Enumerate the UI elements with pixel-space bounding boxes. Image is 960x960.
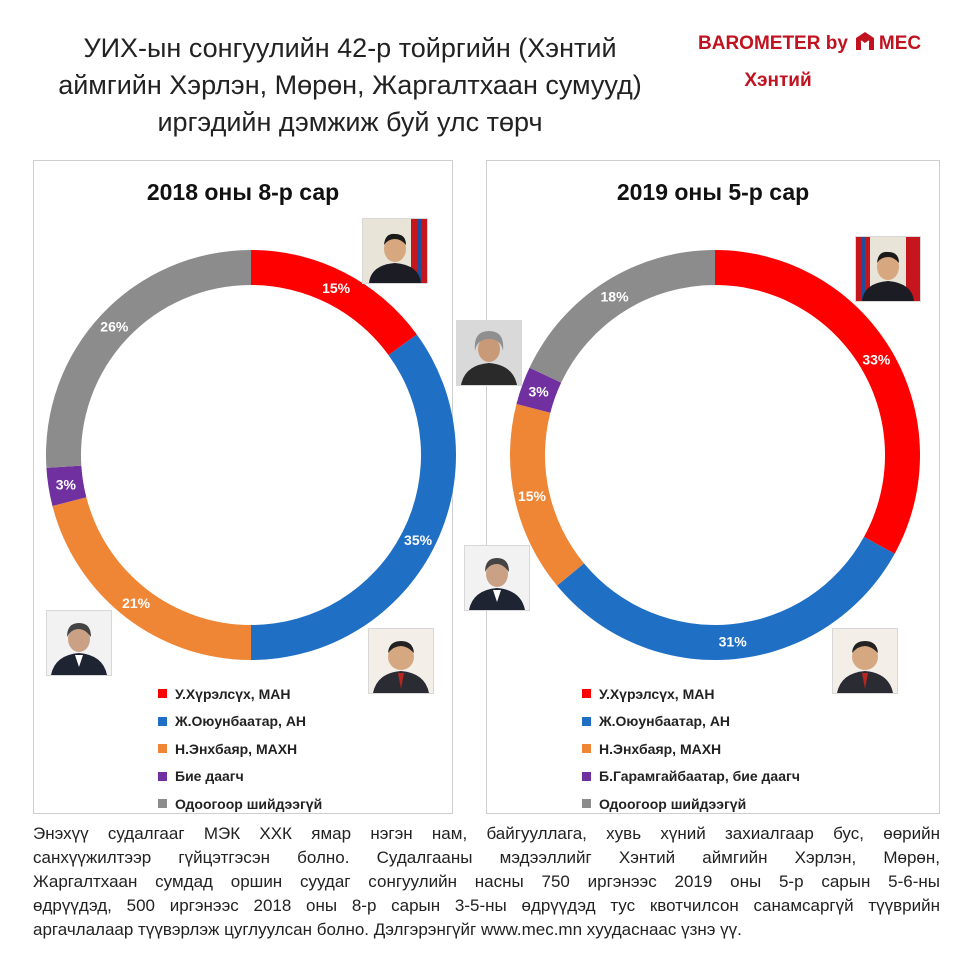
candidate-photo-khurelsukh bbox=[362, 218, 428, 284]
chart-title-2018: 2018 оны 8-р сар bbox=[146, 179, 340, 205]
candidate-photo-independent bbox=[456, 320, 522, 386]
footer-line: санхүүжилтээр гүйцэтгэсэн болно. Судалга… bbox=[33, 848, 940, 867]
portrait-icon bbox=[833, 629, 897, 693]
data-label-0-1: 35% bbox=[404, 532, 433, 548]
legend-swatch bbox=[582, 716, 591, 726]
portrait-icon bbox=[465, 546, 529, 610]
legend-item-0-1: Ж.Оюунбаатар, АН bbox=[158, 708, 322, 736]
portrait-icon bbox=[363, 219, 427, 283]
donut-slice-1-3 bbox=[516, 367, 562, 413]
candidate-photo-oyunbaatar-2019 bbox=[832, 628, 898, 694]
legend-item-1-1: Ж.Оюунбаатар, АН bbox=[582, 708, 800, 736]
legend-label: Ж.Оюунбаатар, АН bbox=[599, 713, 731, 730]
donut-slice-1-2 bbox=[510, 404, 585, 586]
legend-swatch bbox=[582, 799, 591, 809]
legend-2018: У.Хүрэлсүх, МАН Ж.Оюунбаатар, АН Н.Энхбаяр… bbox=[158, 680, 322, 818]
candidate-photo-khurelsukh-2019 bbox=[855, 236, 921, 302]
title-line: УИХ-ын сонгуулийн 42-р тойргийн (Хэнтий bbox=[83, 33, 617, 63]
donut-slice-0-2 bbox=[52, 497, 251, 660]
donut-slice-0-3 bbox=[46, 465, 87, 506]
donut-slice-0-4 bbox=[46, 250, 251, 468]
candidate-photo-oyunbaatar bbox=[368, 628, 434, 694]
data-label-0-2: 21% bbox=[122, 595, 151, 611]
legend-swatch bbox=[582, 771, 591, 781]
chart-title-2019: 2019 оны 5-р сар bbox=[616, 179, 810, 205]
donut-slice-1-0 bbox=[715, 250, 920, 554]
legend-2019: У.Хүрэлсүх, МАН Ж.Оюунбаатар, АН Н.Энхбаяр… bbox=[582, 680, 800, 818]
data-label-1-2: 15% bbox=[518, 488, 547, 504]
legend-swatch bbox=[582, 744, 591, 754]
legend-swatch bbox=[582, 689, 591, 699]
footer-line: Жаргалтхаан сумдад оршин суудаг сонгуули… bbox=[33, 872, 940, 891]
footer-line: Энэхүү судалгааг МЭК ХХК ямар нэгэн нам,… bbox=[33, 824, 940, 843]
legend-swatch bbox=[158, 689, 167, 699]
legend-swatch bbox=[158, 744, 167, 754]
portrait-icon bbox=[457, 321, 521, 385]
donut-slice-1-1 bbox=[557, 536, 895, 660]
title-line: иргэдийн дэмжиж буй улс төрч bbox=[157, 107, 543, 137]
legend-swatch bbox=[158, 771, 167, 781]
portrait-icon bbox=[856, 237, 920, 301]
brand-prefix: BAROMETER by bbox=[698, 33, 848, 54]
legend-item-1-3: Б.Гарамгайбаатар, бие даагч bbox=[582, 763, 800, 791]
legend-label: Н.Энхбаяр, МАХН bbox=[175, 740, 298, 757]
legend-item-0-3: Бие даагч bbox=[158, 763, 322, 791]
title-line: аймгийн Хэрлэн, Мөрөн, Жаргалтхаан сумуу… bbox=[58, 70, 642, 100]
candidate-photo-enkhbayar-2019 bbox=[464, 545, 530, 611]
region-label: Хэнтий bbox=[744, 70, 812, 91]
legend-item-0-2: Н.Энхбаяр, МАХН bbox=[158, 735, 322, 763]
legend-item-1-0: У.Хүрэлсүх, МАН bbox=[582, 680, 800, 708]
data-label-1-1: 31% bbox=[719, 634, 748, 650]
data-label-1-0: 33% bbox=[862, 352, 891, 368]
donut-slice-0-1 bbox=[251, 334, 456, 660]
footer-line: өдрүүдэд, 500 иргэнээс 2018 оны 8-р сары… bbox=[33, 896, 940, 915]
legend-item-0-4: Одоогоор шийдээгүй bbox=[158, 790, 322, 818]
data-label-0-4: 26% bbox=[100, 319, 129, 335]
data-label-0-0: 15% bbox=[322, 280, 351, 296]
legend-label: У.Хүрэлсүх, МАН bbox=[599, 685, 715, 702]
footer-line: аргачлалаар түүвэрлэж цуглуулсан болно. … bbox=[33, 920, 742, 939]
legend-label: У.Хүрэлсүх, МАН bbox=[175, 685, 291, 702]
data-label-1-3: 3% bbox=[528, 383, 549, 399]
legend-label: Бие даагч bbox=[175, 768, 244, 785]
legend-label: Ж.Оюунбаатар, АН bbox=[175, 713, 307, 730]
legend-label: Одоогоор шийдээгүй bbox=[599, 795, 747, 812]
legend-label: Б.Гарамгайбаатар, бие даагч bbox=[599, 768, 800, 785]
donut-slice-1-4 bbox=[529, 250, 715, 383]
candidate-photo-enkhbayar bbox=[46, 610, 112, 676]
mec-logo-icon bbox=[854, 30, 876, 58]
data-label-1-4: 18% bbox=[601, 289, 630, 305]
legend-label: Н.Энхбаяр, МАХН bbox=[599, 740, 722, 757]
brand-logo: BAROMETER by MEC bbox=[698, 30, 938, 58]
legend-swatch bbox=[158, 716, 167, 726]
legend-label: Одоогоор шийдээгүй bbox=[175, 795, 323, 812]
legend-item-0-0: У.Хүрэлсүх, МАН bbox=[158, 680, 322, 708]
legend-item-1-4: Одоогоор шийдээгүй bbox=[582, 790, 800, 818]
legend-swatch bbox=[158, 799, 167, 809]
donut-slice-0-0 bbox=[251, 250, 417, 356]
donut-chart-2019: 33% 31% 15% 3% 18% bbox=[510, 250, 920, 660]
portrait-icon bbox=[369, 629, 433, 693]
data-label-0-3: 3% bbox=[56, 476, 77, 492]
brand-suffix: MEC bbox=[878, 33, 922, 54]
legend-item-1-2: Н.Энхбаяр, МАХН bbox=[582, 735, 800, 763]
methodology-note: Энэхүү судалгааг МЭК ХХК ямар нэгэн нам,… bbox=[33, 822, 940, 942]
page-title: УИХ-ын сонгуулийн 42-р тойргийн (Хэнтий … bbox=[30, 30, 670, 141]
donut-chart-2018: 15% 35% 21% 3% 26% bbox=[46, 250, 456, 660]
portrait-icon bbox=[47, 611, 111, 675]
